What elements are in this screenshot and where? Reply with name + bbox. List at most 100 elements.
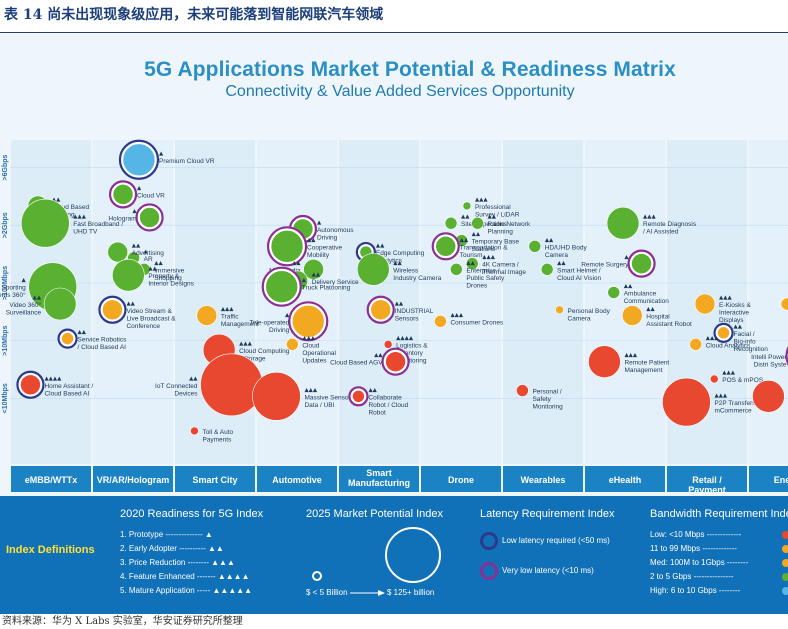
readiness-item-label: 2. Early Adopter ----------	[120, 544, 209, 553]
point-personal-body-camera-label: Personal Body Camera	[568, 308, 611, 323]
index-definitions-panel: Index Definitions 2020 Readiness for 5G …	[0, 496, 788, 614]
point-sm	[752, 380, 785, 413]
chart-title: 5G Applications Market Potential & Readi…	[144, 58, 676, 81]
point-fast-broadband-uhd-tv-readiness: ▲▲▲	[73, 214, 86, 220]
category-label-automotive: Automotive	[272, 475, 322, 485]
point-cloud-operational-updates	[286, 338, 299, 351]
point-hospital-assistant-robot-readiness: ▲▲	[646, 307, 655, 313]
category-label-wearables: Wearables	[521, 475, 566, 485]
bandwidth-item-3: Med: 100M to 1Gbps --------	[650, 558, 788, 567]
readiness-item-1: 1. Prototype -------------- ▲	[120, 530, 213, 539]
point-truck-platooning-readiness: ▲	[302, 278, 307, 284]
point-remote-surgery-readiness: ▲	[624, 255, 629, 261]
readiness-item-label: 1. Prototype --------------	[120, 530, 205, 539]
point-ar-readiness: ▲	[144, 249, 149, 255]
point-p2p-transfers-mcommerce	[662, 377, 711, 427]
point-site-inspections	[444, 216, 458, 230]
source-note: 资料来源：华为 X Labs 实验室，华安证券研究所整理	[2, 616, 243, 627]
readiness-item-marks: ▲▲	[208, 544, 224, 553]
point-video-stream-live-broadcast-conference-label: Video Stream & Live Broadcast & Conference	[126, 308, 176, 330]
market-legend-title: 2025 Market Potential Index	[306, 508, 443, 520]
point-cloud-analytics-readiness: ▲▲▲	[706, 335, 719, 341]
point-traffic-management	[196, 305, 218, 326]
point-p2p-transfers-mcommerce-label: P2P Transfers / mCommerce	[714, 400, 759, 415]
category-label-drone: Drone	[448, 475, 474, 485]
category-header-wearables	[503, 466, 583, 492]
point-multimedia-streaming	[303, 259, 324, 280]
point-cloud-operational-updates-readiness: ▲▲▲	[302, 335, 315, 341]
point-facial-bio-info-recognition-readiness: ▲▲	[734, 324, 743, 330]
point-home-assistant-cloud-based-ai	[20, 374, 41, 396]
point-radio-network-planning-readiness: ▲▲	[488, 214, 497, 220]
point-toll-auto-payments-label: Toll & Auto Payments	[202, 429, 233, 444]
latency-item-label: Low latency required (<50 ms)	[502, 536, 610, 545]
point-remote-diagnosis-ai-assisted-label: Remote Diagnosis / AI Assisted	[643, 221, 697, 236]
point-personal-safety-monitoring-label: Personal / Safety Monitoring	[532, 389, 563, 411]
point-personal-body-camera	[555, 305, 564, 315]
point-service-robotics-cloud-based-ai-label: Service Robotics / Cloud Based AI	[78, 337, 128, 352]
figure-caption: 表 14 尚未出现现象级应用，未来可能落到智能网联汽车领域	[4, 7, 384, 23]
readiness-item-label: 4. Feature Enhanced -------	[120, 572, 218, 581]
y-axis-label: >2Gbps	[2, 212, 9, 238]
point-industrial-sensors-readiness: ▲▲	[395, 301, 404, 307]
category-label-energy: Energy	[774, 475, 788, 485]
point-4k-camera-thermal-image	[465, 257, 479, 270]
point-live-sporting-events-360-readiness: ▲	[21, 278, 26, 284]
point-logistics-inventory-monitoring-readiness: ▲▲▲▲	[396, 335, 414, 341]
small-market-label: $ < 5 Billion	[306, 588, 348, 597]
large-market-circle	[385, 527, 441, 583]
readiness-item-5: 5. Mature Application ----- ▲▲▲▲▲	[120, 586, 252, 595]
point-professional-survey-lidar-label: Professional Survey / LiDAR	[475, 204, 520, 219]
readiness-item-marks: ▲▲▲▲▲	[212, 586, 253, 595]
point-hospital-assistant-robot	[621, 305, 643, 326]
point-hd-uhd-body-camera-readiness: ▲▲	[545, 237, 554, 243]
point-cloud-based-gaming-readiness: ▲▲	[52, 197, 61, 203]
column-strip-wearables	[503, 140, 583, 464]
point-cloud-computing-storage-label: Cloud Computing / Storage	[239, 348, 290, 363]
point-site-inspections-readiness: ▲▲	[461, 214, 470, 220]
point-home-assistant-cloud-based-ai-readiness: ▲▲▲▲	[44, 376, 62, 382]
point-cloud-based-agv-readiness: ▲▲	[374, 353, 383, 359]
point-hologram-label: Hologram	[108, 215, 136, 222]
point-wireless-industry-camera	[356, 253, 390, 286]
chart-frame: >6Gbps >2Gbps >100Mbps >10Mbps <10Mbps eMBB/W…	[0, 34, 788, 614]
point-ambulance-communication-label: Ambulance Communication	[624, 290, 670, 305]
point-transportation-tourism-label: Transportation & Tourism	[460, 244, 508, 258]
point-professional-survey-lidar-readiness: ▲▲▲	[475, 197, 488, 203]
point-advertising-readiness: ▲▲	[132, 243, 141, 249]
point-radio-network-planning-label: Radio Network Planning	[488, 221, 531, 236]
latency-ring-icon	[480, 562, 498, 580]
point-cooperative-mobility-readiness: ▲▲	[307, 237, 316, 243]
category-header-retail-payment	[667, 466, 747, 492]
point-enterprise-public-safety-drones	[450, 263, 463, 276]
point-live-sporting-events-360-label: Live SportingEvents 360°	[0, 285, 26, 300]
category-header-smart-city	[175, 466, 255, 492]
point-premium-cloud-vr-label: Premium Cloud VR	[159, 158, 215, 165]
y-axis-label: <10Mbps	[2, 383, 9, 413]
index-definitions-title: Index Definitions	[6, 544, 95, 556]
point-cloud-vr-readiness: ▲	[137, 185, 142, 191]
y-axis-label: >10Mbps	[2, 325, 9, 355]
point-hospital-assistant-robot-label: Hospital Assistant Robot	[646, 314, 692, 329]
point-enterprise-public-safety-drones-label: Enterprise / Public Safety Drones	[466, 267, 505, 289]
readiness-item-marks: ▲▲▲	[211, 558, 235, 567]
point-iot-connected-devices-readiness: ▲▲	[189, 376, 198, 382]
readiness-item-label: 5. Mature Application -----	[120, 586, 213, 595]
point-ar-label: AR	[144, 256, 153, 263]
point-logistics-inventory-monitoring	[383, 340, 393, 349]
point-autonomous-driving-readiness: ▲	[317, 220, 322, 226]
point-truck-platooning-label: Truck Platooning	[302, 285, 351, 292]
point-video-stream-live-broadcast-conference	[102, 299, 123, 321]
point-hologram-readiness: ▲	[132, 208, 137, 214]
category-header-automotive	[257, 466, 337, 492]
point-massive-sensor-data-ubi-label: Massive Sensor Data / UBI	[304, 394, 351, 409]
point-industrial-sensors	[370, 299, 392, 321]
column-strip-ehealth	[585, 140, 665, 464]
category-label-smart-city: Smart City	[192, 475, 237, 485]
point-temporary-base-stations-label: Temporary Base Stations	[472, 239, 520, 254]
point-immersive-shopping-label: Immersive Shopping	[154, 267, 184, 282]
point-wireless-industry-camera-label: Wireless Industry Camera	[393, 267, 441, 282]
point-cloud-based-agv-label: Cloud Based AGV	[330, 360, 383, 367]
point-delivery-service-label: Delivery Service	[312, 279, 359, 286]
point-cloud-analytics-label: Cloud Analytics	[706, 342, 751, 349]
